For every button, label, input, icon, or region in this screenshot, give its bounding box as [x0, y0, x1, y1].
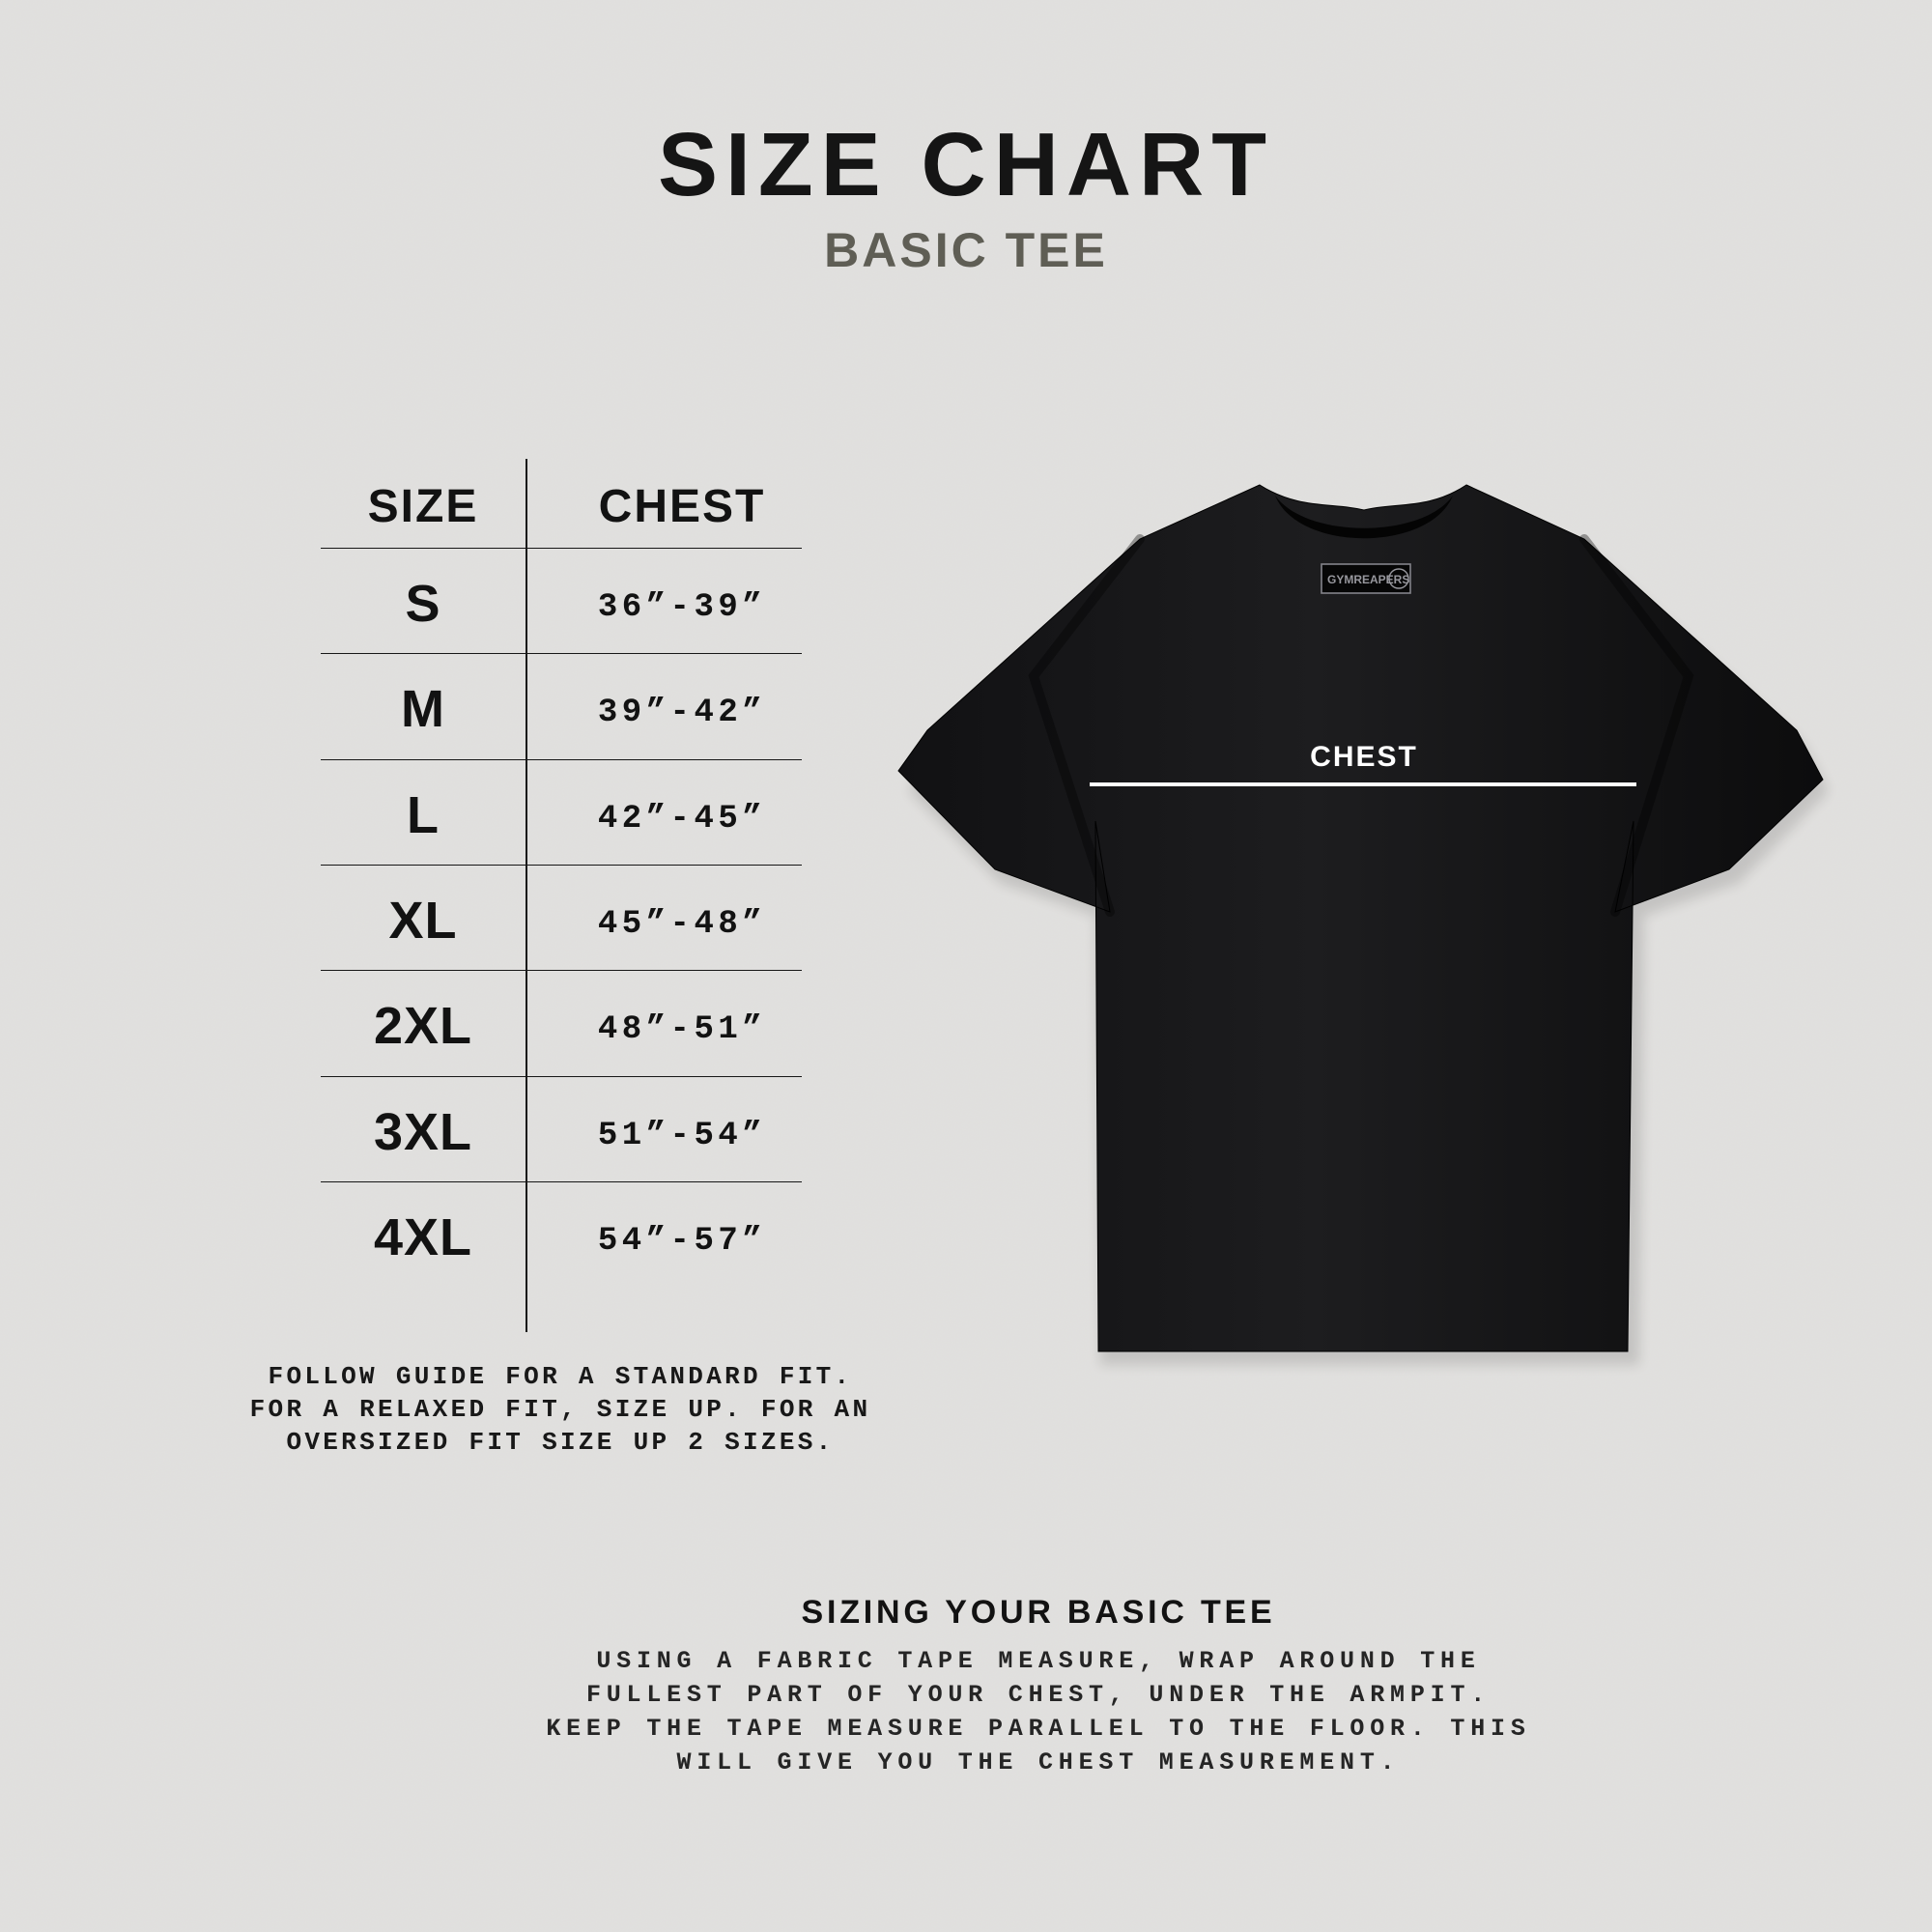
- svg-text:GYMREAPERS: GYMREAPERS: [1327, 573, 1409, 586]
- svg-text:CHEST: CHEST: [1310, 741, 1418, 773]
